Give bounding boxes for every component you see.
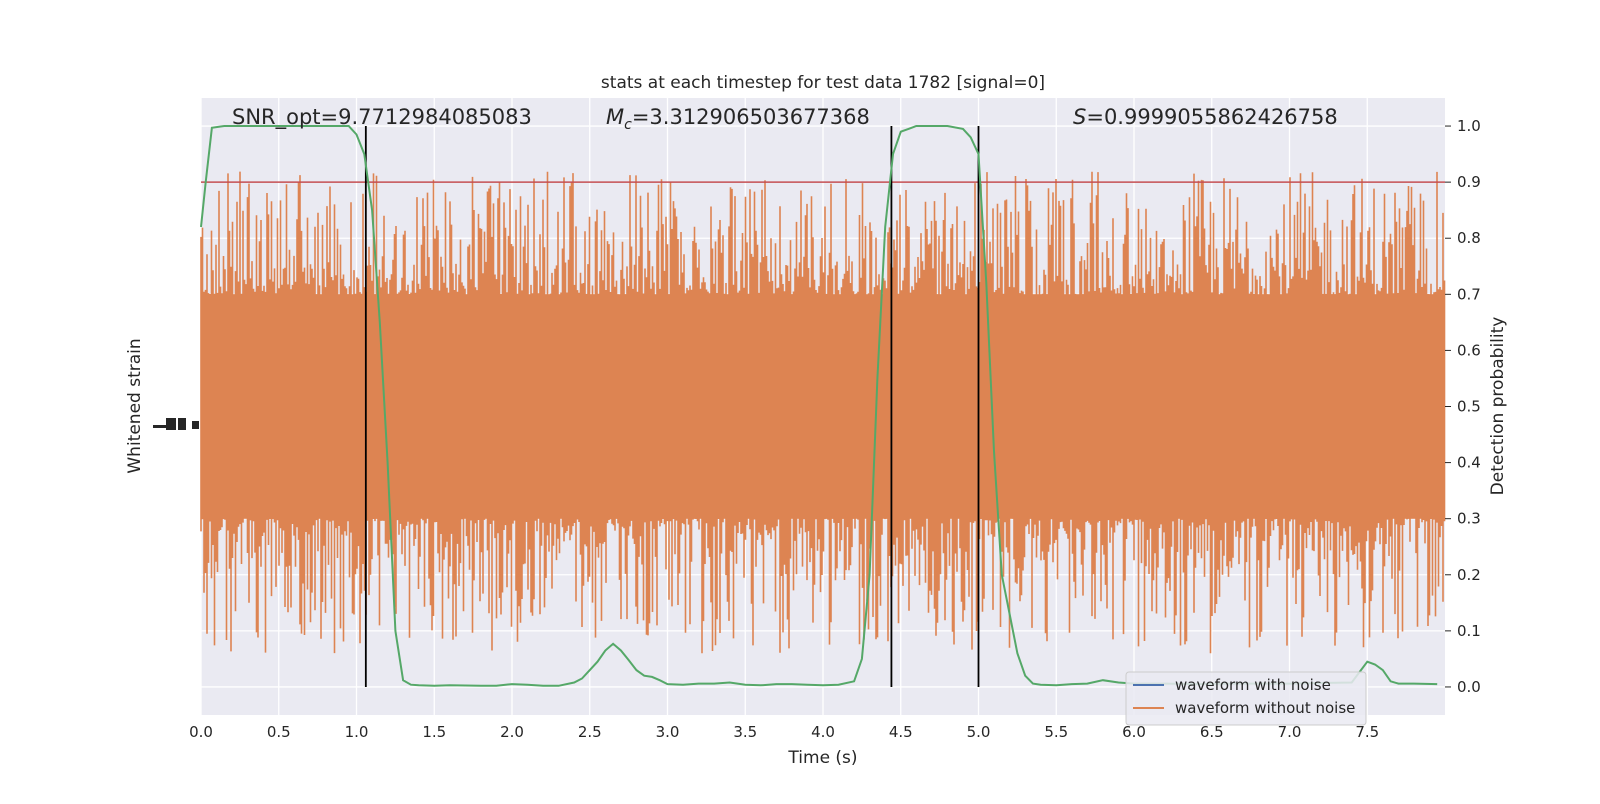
x-tick-label: 6.5	[1200, 723, 1224, 741]
y-tick-label: 0.9	[1457, 173, 1481, 191]
legend-label-with-noise: waveform with noise	[1175, 676, 1331, 694]
y-axis-label-right: Detection probability	[1488, 317, 1508, 496]
y-tick-label: 0.2	[1457, 566, 1481, 584]
snr-annotation: SNR_opt=9.7712984085083	[232, 105, 532, 130]
y-tick-label: 0.1	[1457, 622, 1481, 640]
noise-band-spikes	[200, 171, 1446, 654]
left-axis-ticks	[153, 418, 199, 430]
left-tick-glyph	[178, 418, 186, 430]
x-tick-label: 1.0	[345, 723, 369, 741]
x-tick-label: 1.5	[422, 723, 446, 741]
x-tick-label: 3.5	[733, 723, 757, 741]
x-tick-label: 5.5	[1044, 723, 1068, 741]
vertical-lines	[364, 126, 980, 687]
legend-box	[1125, 671, 1367, 726]
x-tick-label: 7.0	[1278, 723, 1302, 741]
left-tick-glyph	[153, 425, 173, 428]
left-tick-glyph	[166, 418, 176, 430]
x-tick-label: 2.0	[500, 723, 524, 741]
x-tick-label: 6.0	[1122, 723, 1146, 741]
y-axis-label-left: Whitened strain	[125, 338, 145, 473]
left-tick-glyph	[192, 421, 199, 429]
s-value: =0.9999055862426758	[1086, 105, 1337, 129]
x-tick-label: 3.0	[656, 723, 680, 741]
mc-value: =3.312906503677368	[632, 105, 870, 129]
x-tick-label: 4.5	[889, 723, 913, 741]
x-axis-label: Time (s)	[787, 748, 857, 768]
y-tick-label: 0.8	[1457, 229, 1481, 247]
y-tick-label: 0.7	[1457, 285, 1481, 303]
probability-line	[200, 125, 1438, 687]
x-tick-labels: 0.0 0.5 1.0 1.5 2.0 2.5 3.0 3.5 4.0 4.5 5.0 5.5 6.0 6…	[189, 723, 1379, 741]
x-tick-label: 0.5	[267, 723, 291, 741]
x-tick-label: 4.0	[811, 723, 835, 741]
y-tick-label: 0.4	[1457, 454, 1481, 472]
mc-subscript: c	[624, 117, 632, 133]
s-annotation: S=0.9999055862426758	[1073, 105, 1338, 129]
y-tick-label: 0.0	[1457, 678, 1481, 696]
legend: waveform with noise waveform without noi…	[1125, 671, 1367, 726]
probability-series	[200, 125, 1438, 687]
noise-band	[200, 171, 1446, 654]
y-tick-label: 1.0	[1457, 117, 1481, 135]
s-symbol: S	[1073, 105, 1086, 129]
x-tick-label: 5.0	[967, 723, 991, 741]
chirp-mass-annotation: Mc=3.312906503677368	[606, 105, 870, 133]
legend-label-without-noise: waveform without noise	[1175, 699, 1355, 717]
chart-title: stats at each timestep for test data 178…	[601, 73, 1045, 93]
x-tick-label: 7.5	[1355, 723, 1379, 741]
y-tick-labels: 0.0 0.1 0.2 0.3 0.4 0.5 0.6 0.7 0.8 0.9 1.0	[1445, 117, 1481, 696]
y-tick-label: 0.5	[1457, 398, 1481, 416]
x-tick-label: 2.5	[578, 723, 602, 741]
y-tick-label: 0.6	[1457, 341, 1481, 359]
mc-symbol: M	[606, 105, 624, 129]
y-tick-label: 0.3	[1457, 510, 1481, 528]
x-tick-label: 0.0	[189, 723, 213, 741]
